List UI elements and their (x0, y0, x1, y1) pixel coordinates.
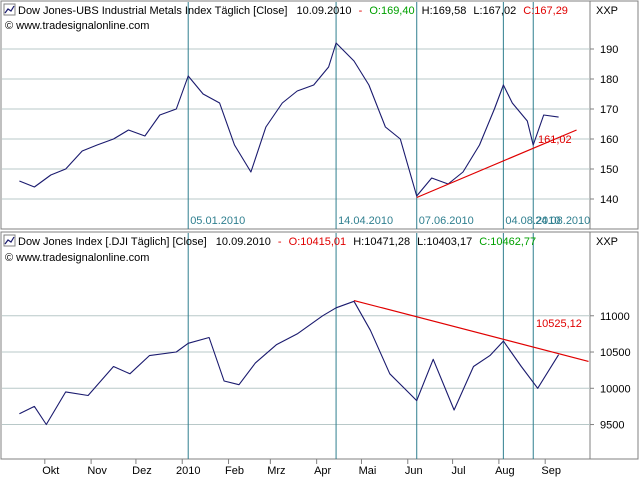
top-header-open: O:169,40 (369, 5, 414, 17)
y-tick-label: 140 (600, 194, 618, 206)
top-event-lines (187, 2, 534, 229)
y-tick-label: 10500 (600, 347, 631, 359)
x-tick-label: Jun (405, 465, 423, 477)
x-tick-label: Okt (42, 465, 59, 477)
price-series-line (19, 300, 560, 426)
top-panel-frame (0, 0, 639, 230)
bottom-header: Dow Jones Index [.DJI Täglich] [Close] 1… (3, 234, 618, 264)
chart-icon (3, 3, 16, 16)
top-trend-label: 161,02 (538, 134, 572, 146)
bottom-header-high: H:10471,28 (353, 236, 410, 248)
top-header-high: H:169,58 (422, 5, 467, 17)
svg-text:Dow Jones-UBS Industrial Metal: Dow Jones-UBS Industrial Metals Index Tä… (18, 5, 568, 17)
bottom-header-open: O:10415,01 (289, 236, 347, 248)
y-tick-label: 150 (600, 164, 618, 176)
chart-icon (3, 234, 16, 247)
x-tick-label: Apr (314, 465, 331, 477)
x-tick-label: Aug (495, 465, 515, 477)
y-tick-label: 11000 (600, 311, 630, 323)
top-y-axis: 140 150 160 170 180 190 (590, 44, 618, 206)
top-grid (2, 48, 590, 200)
x-tick-label: Nov (87, 465, 107, 477)
x-tick-label: Feb (225, 465, 244, 477)
top-currency-label: XXP (596, 5, 618, 17)
y-tick-label: 180 (600, 74, 618, 86)
y-tick-label: 160 (600, 134, 618, 146)
bottom-grid (2, 315, 590, 426)
top-header-close: C:167,29 (523, 5, 568, 17)
top-header-title: Dow Jones-UBS Industrial Metals Index Tä… (18, 5, 287, 17)
bottom-currency-label: XXP (596, 236, 618, 248)
top-header-low: L:167,02 (473, 5, 516, 17)
bottom-header-low: L:10403,17 (417, 236, 472, 248)
bottom-y-axis: 9500 10000 10500 11000 (590, 311, 631, 432)
top-header-separator: - (359, 5, 363, 17)
annotations: 05.01.2010 14.04.2010 07.06.2010 04.08.2010… (190, 134, 590, 330)
trend-line (353, 299, 589, 363)
bottom-header-title: Dow Jones Index [.DJI Täglich] [Close] (18, 236, 207, 248)
bottom-series (19, 299, 589, 426)
y-tick-label: 10000 (600, 383, 631, 395)
svg-text:Dow Jones Index [.DJI Täglich]: Dow Jones Index [.DJI Täglich] [Close] 1… (18, 236, 536, 248)
top-header-date: 10.09.2010 (296, 5, 351, 17)
x-tick-label: Dez (132, 465, 152, 477)
x-tick-label: 2010 (176, 465, 200, 477)
top-header: Dow Jones-UBS Industrial Metals Index Tä… (3, 3, 618, 32)
event-date-label: 24.08.2010 (535, 215, 590, 227)
bottom-header-date: 10.09.2010 (216, 236, 271, 248)
y-tick-label: 9500 (600, 420, 624, 432)
x-tick-label: Mai (359, 465, 377, 477)
top-series (19, 42, 577, 199)
event-date-label: 07.06.2010 (419, 215, 474, 227)
bottom-trend-label: 10525,12 (536, 318, 582, 330)
price-series-line (19, 42, 559, 197)
y-tick-label: 190 (600, 44, 618, 56)
event-date-label: 14.04.2010 (338, 215, 393, 227)
trend-line (416, 129, 577, 199)
event-date-label: 04.08.2010 (505, 215, 560, 227)
event-date-label: 05.01.2010 (190, 215, 245, 227)
x-tick-label: Sep (541, 465, 561, 477)
bottom-panel-frame (0, 231, 639, 460)
x-tick-label: Mrz (267, 465, 285, 477)
bottom-header-close: C:10462,77 (479, 236, 536, 248)
bottom-header-separator: - (278, 236, 282, 248)
y-tick-label: 170 (600, 104, 618, 116)
bottom-event-lines (187, 233, 534, 459)
x-axis: Okt Nov Dez 2010 Feb Mrz Apr Mai Jun Jul Aug Sep (42, 459, 561, 477)
x-tick-label: Jul (452, 465, 466, 477)
bottom-watermark: © www.tradesignalonline.com (5, 252, 149, 264)
top-watermark: © www.tradesignalonline.com (5, 20, 149, 32)
